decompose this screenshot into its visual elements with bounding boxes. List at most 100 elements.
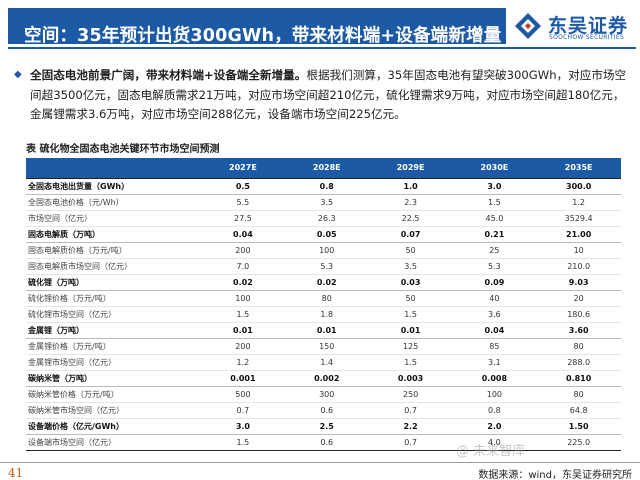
logo-name-cn: 东吴证券 bbox=[548, 15, 629, 37]
table-row: 硫化锂市场空间（亿元） 1.5 1.8 1.5 3.6 180.6 bbox=[26, 306, 621, 323]
table-group-row: 固态电解质（万吨） 0.04 0.05 0.07 0.21 21.00 bbox=[26, 225, 621, 243]
table-group-row: 金属锂（万吨） 0.01 0.01 0.01 0.04 3.60 bbox=[26, 321, 621, 339]
table-cell: 4.0 bbox=[452, 434, 537, 451]
table-cell: 3.60 bbox=[536, 321, 621, 339]
table-row: 硫化锂价格（万元/吨） 100 80 50 40 20 bbox=[26, 290, 621, 307]
table-cell: 0.05 bbox=[284, 225, 369, 243]
column-header: 2027E bbox=[201, 158, 285, 178]
table-cell: 288.0 bbox=[536, 354, 621, 371]
table-cell: 0.01 bbox=[284, 321, 369, 339]
diamond-bullet-icon: ◆ bbox=[14, 69, 22, 80]
table-cell: 100 bbox=[452, 386, 537, 403]
table-row: 金属锂价格（万元/吨） 200 150 125 85 80 bbox=[26, 338, 621, 355]
table-cell: 200 bbox=[201, 242, 285, 259]
row-label: 碳纳米管价格（万元/吨） bbox=[26, 386, 201, 403]
row-label: 金属锂价格（万元/吨） bbox=[26, 338, 201, 355]
table-cell: 85 bbox=[452, 338, 537, 355]
row-label: 设备端市场空间（亿元） bbox=[26, 434, 201, 451]
table-cell: 0.8 bbox=[284, 177, 369, 195]
row-label: 全固态电池出货量（GWh） bbox=[26, 177, 201, 195]
table-cell: 0.6 bbox=[284, 434, 369, 451]
table-cell: 1.5 bbox=[452, 194, 537, 211]
table-cell: 2.2 bbox=[368, 417, 453, 435]
table-cell: 0.02 bbox=[201, 273, 285, 291]
table-cell: 22.5 bbox=[368, 210, 453, 227]
table-cell: 0.8 bbox=[452, 402, 537, 419]
table-cell: 200 bbox=[201, 338, 285, 355]
table-row: 市场空间（亿元） 27.5 26.3 22.5 45.0 3529.4 bbox=[26, 210, 621, 227]
table-cell: 300 bbox=[284, 386, 369, 403]
table-cell: 1.5 bbox=[368, 354, 453, 371]
table-cell: 3529.4 bbox=[536, 210, 621, 227]
table-cell: 0.03 bbox=[368, 273, 453, 291]
table-cell: 0.04 bbox=[201, 225, 285, 243]
table-cell: 26.3 bbox=[284, 210, 369, 227]
table-cell: 0.07 bbox=[368, 225, 453, 243]
title-bar: 空间：35年预计出货300GWh，带来材料端+设备端新增量 bbox=[8, 8, 506, 46]
table-cell: 2.3 bbox=[368, 194, 453, 211]
table-cell: 0.7 bbox=[368, 402, 453, 419]
table-cell: 45.0 bbox=[452, 210, 537, 227]
footer-divider bbox=[0, 462, 640, 463]
table-cell: 0.04 bbox=[452, 321, 537, 339]
table-cell: 3.1 bbox=[452, 354, 537, 371]
table-cell: 80 bbox=[536, 338, 621, 355]
table-cell: 1.2 bbox=[536, 194, 621, 211]
table-cell: 150 bbox=[284, 338, 369, 355]
row-label: 硫化锂市场空间（亿元） bbox=[26, 306, 201, 323]
table-cell: 0.01 bbox=[201, 321, 285, 339]
table-cell: 3.0 bbox=[452, 177, 537, 195]
table-cell: 225.0 bbox=[536, 434, 621, 451]
table-cell: 300.0 bbox=[536, 177, 621, 195]
table-row: 设备端市场空间（亿元） 1.5 0.6 0.7 4.0 225.0 bbox=[26, 434, 621, 451]
table-cell: 1.8 bbox=[284, 306, 369, 323]
table-cell: 80 bbox=[284, 290, 369, 307]
table-cell: 1.5 bbox=[201, 306, 285, 323]
table-group-row: 碳纳米管（万吨） 0.001 0.002 0.003 0.008 0.810 bbox=[26, 369, 621, 387]
table-cell: 0.21 bbox=[452, 225, 537, 243]
table-cell: 2.0 bbox=[452, 417, 537, 435]
table-row: 金属锂市场空间（亿元） 1.2 1.4 1.5 3.1 288.0 bbox=[26, 354, 621, 371]
table-cell: 50 bbox=[368, 242, 453, 259]
table-cell: 0.003 bbox=[368, 369, 453, 387]
column-header: 2029E bbox=[368, 158, 453, 178]
row-label: 碳纳米管（万吨） bbox=[26, 369, 201, 387]
row-label: 金属锂（万吨） bbox=[26, 321, 201, 339]
table-cell: 0.09 bbox=[452, 273, 537, 291]
table-cell: 500 bbox=[201, 386, 285, 403]
table-cell: 100 bbox=[284, 242, 369, 259]
row-label: 硫化锂价格（万元/吨） bbox=[26, 290, 201, 307]
summary-headline: 全固态电池前景广阔，带来材料端+设备端全新增量。 bbox=[30, 68, 307, 82]
row-label: 固态电解质价格（万元/吨） bbox=[26, 242, 201, 259]
table-cell: 0.02 bbox=[284, 273, 369, 291]
table-cell: 0.6 bbox=[284, 402, 369, 419]
market-forecast-table: 2027E 2028E 2029E 2030E 2035E 全固态电池出货量（G… bbox=[26, 158, 621, 451]
table-cell: 64.8 bbox=[536, 402, 621, 419]
column-header: 2030E bbox=[452, 158, 537, 178]
table-cell: 250 bbox=[368, 386, 453, 403]
row-label: 固态电解质市场空间（亿元） bbox=[26, 258, 201, 275]
table-cell: 3.0 bbox=[201, 417, 285, 435]
table-group-row: 全固态电池出货量（GWh） 0.5 0.8 1.0 3.0 300.0 bbox=[26, 177, 621, 195]
logo-name-en: SOOCHOW SECURITIES bbox=[549, 34, 625, 41]
table-row: 碳纳米管价格（万元/吨） 500 300 250 100 80 bbox=[26, 386, 621, 403]
summary-text: 根据我们测算，35年固态电池有望突破300GWh，对应市场空间超3500亿元，固… bbox=[30, 68, 627, 121]
logo-mark-icon bbox=[515, 13, 541, 39]
row-label: 金属锂市场空间（亿元） bbox=[26, 354, 201, 371]
row-label: 设备端价格（亿元/GWh） bbox=[26, 417, 201, 435]
table-group-row: 硫化锂（万吨） 0.02 0.02 0.03 0.09 9.03 bbox=[26, 273, 621, 291]
table-cell: 3.5 bbox=[284, 194, 369, 211]
table-cell: 1.50 bbox=[536, 417, 621, 435]
table-cell: 3.6 bbox=[452, 306, 537, 323]
row-label: 碳纳米管市场空间（亿元） bbox=[26, 402, 201, 419]
table-cell: 40 bbox=[452, 290, 537, 307]
page-number: 41 bbox=[8, 466, 24, 480]
data-source: 数据来源：wind，东吴证券研究所 bbox=[478, 470, 632, 480]
table-cell: 1.4 bbox=[284, 354, 369, 371]
table-title: 表 硫化物全固态电池关键环节市场空间预测 bbox=[26, 144, 220, 155]
table-cell: 80 bbox=[536, 386, 621, 403]
table-cell: 50 bbox=[368, 290, 453, 307]
table-group-row: 设备端价格（亿元/GWh） 3.0 2.5 2.2 2.0 1.50 bbox=[26, 417, 621, 435]
table-row: 碳纳米管市场空间（亿元） 0.7 0.6 0.7 0.8 64.8 bbox=[26, 402, 621, 419]
table-row: 固态电解质市场空间（亿元） 7.0 5.3 3.5 5.3 210.0 bbox=[26, 258, 621, 275]
